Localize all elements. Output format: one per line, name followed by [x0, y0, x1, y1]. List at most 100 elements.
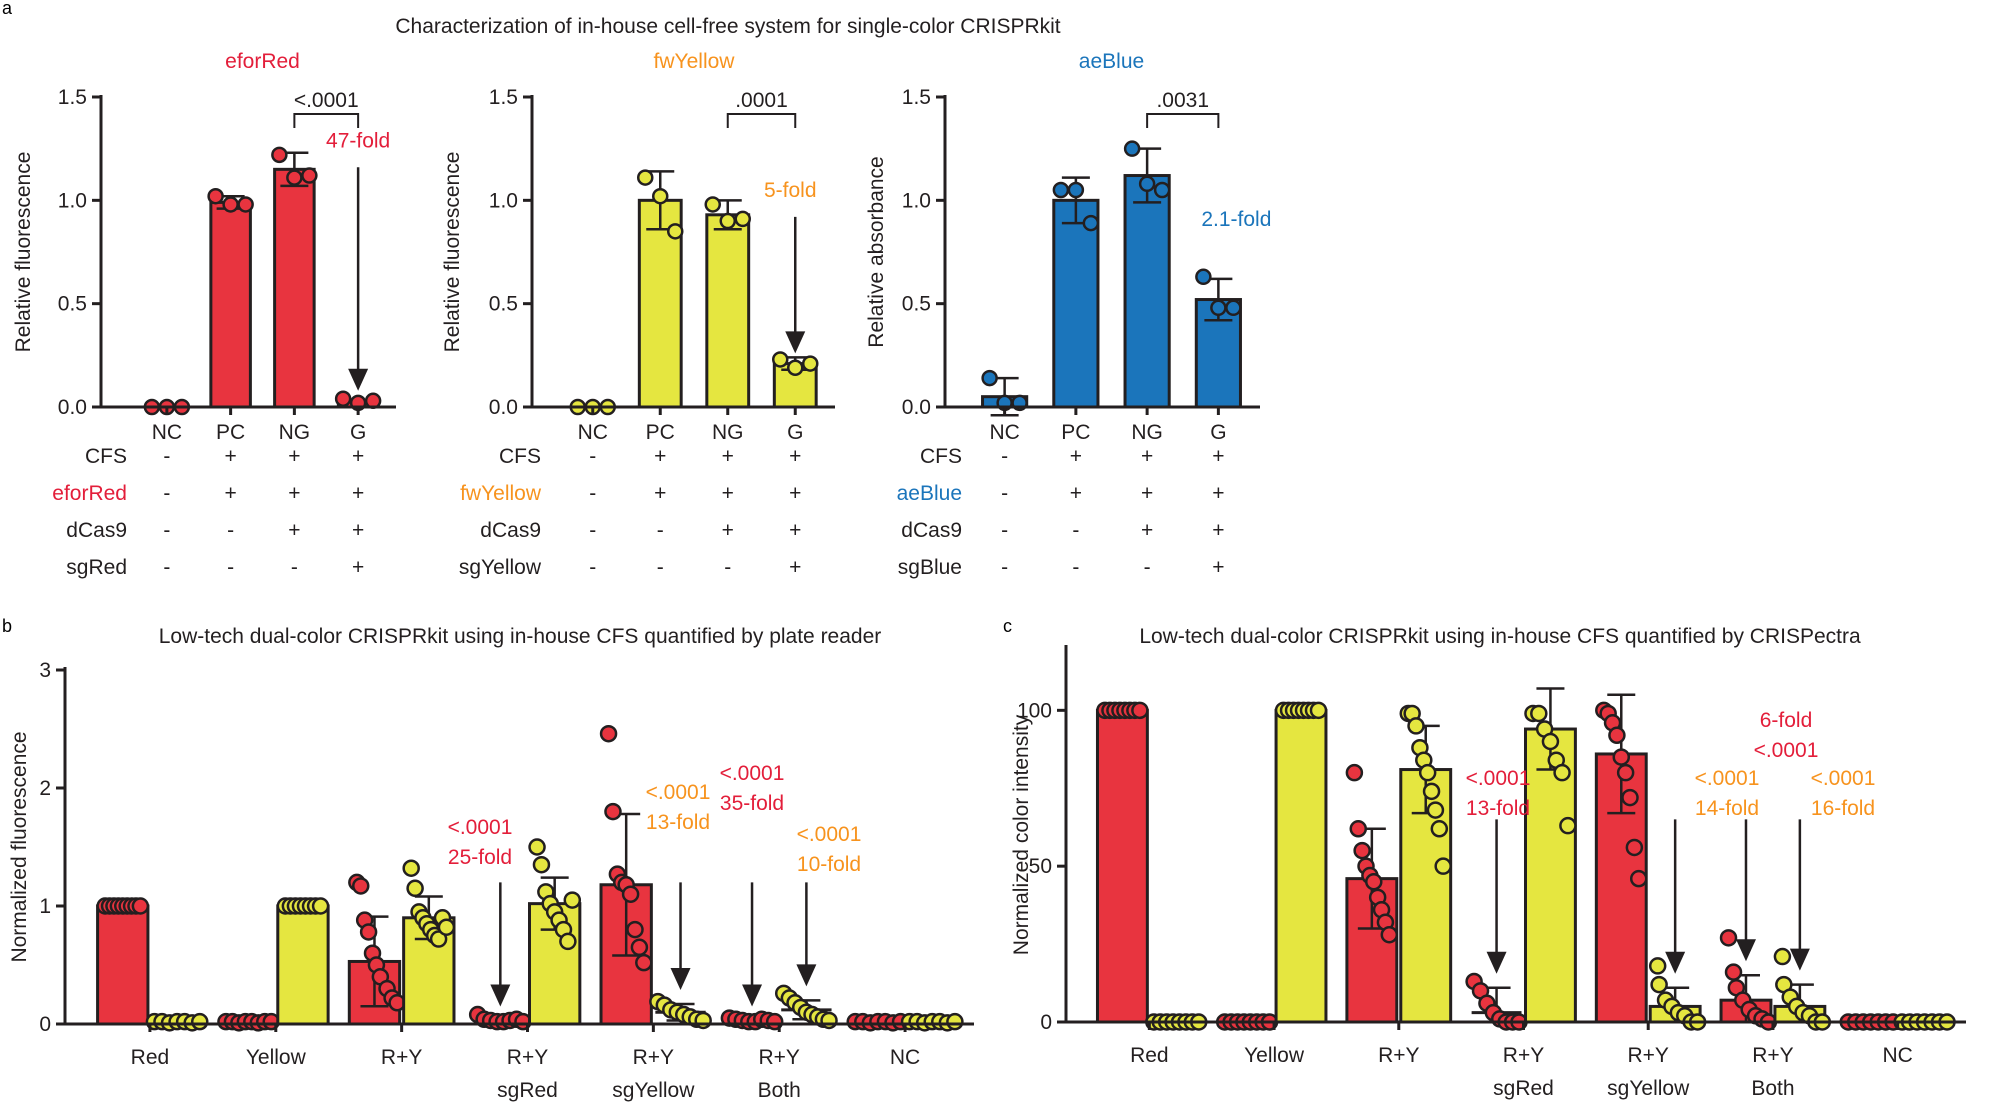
- panel-a1-row-mark: +: [288, 519, 300, 542]
- panel-a1-point: [207, 187, 224, 205]
- panel-c-point: [1608, 726, 1626, 745]
- panel-b-point: [311, 897, 330, 915]
- panel-a1-row-mark: -: [163, 445, 170, 468]
- panel-b-point: [359, 923, 378, 941]
- panel-a1-row-mark: -: [227, 519, 234, 542]
- panel-a3-point: [1067, 181, 1085, 199]
- panel-a3-row-mark: -: [1001, 519, 1008, 542]
- panel-b-point: [626, 920, 644, 939]
- panel-c-xtick-label: sgRed: [1493, 1077, 1554, 1100]
- panel-a1-fold-label: 47-fold: [326, 129, 390, 152]
- panel-c-arrow-0: [1486, 819, 1507, 974]
- panel-a2-point: [772, 351, 789, 368]
- panel-c-point: [1629, 869, 1648, 888]
- panel-b-point: [599, 724, 618, 743]
- panel-a3-point: [1210, 299, 1227, 317]
- panel-a1-point: [301, 167, 318, 184]
- panel-b-point: [429, 930, 448, 948]
- panel-a1-row-label-1: eforRed: [52, 482, 127, 505]
- panel-c-point: [1418, 763, 1437, 782]
- panel-a2-significance-bracket: .0001: [726, 89, 797, 128]
- panel-c-point: [1309, 701, 1328, 720]
- panel-a1-point: [271, 146, 288, 164]
- panel-a2-bracket-line: [726, 113, 797, 128]
- panel-a3-row-mark: +: [1141, 519, 1153, 542]
- panel-c-point: [1131, 701, 1149, 720]
- panel-c-point: [1434, 857, 1452, 875]
- panel-a1-row-mark: +: [352, 445, 364, 468]
- panel-a2-ylabel: Relative fluorescence: [441, 152, 464, 353]
- panel-a2-row-mark: +: [789, 482, 801, 505]
- panel-a2-row-mark: +: [654, 445, 666, 468]
- panel-b-annotation-2: <.0001: [720, 762, 785, 785]
- panel-a3-row-label-2: dCas9: [901, 519, 962, 542]
- panel-a2-point: [734, 210, 751, 228]
- panel-a2-row-mark: +: [722, 482, 734, 505]
- panel-c-annotation-1: 14-fold: [1695, 797, 1759, 820]
- panel-a1-xtick-label-PC: PC: [216, 421, 245, 444]
- panel-a3-point: [1123, 140, 1141, 157]
- panel-c-ylabel: Normalized color intensity: [1010, 714, 1033, 955]
- panel-a3-row-mark: -: [1072, 519, 1079, 542]
- panel-a3-xtick-label-G: G: [1210, 421, 1226, 444]
- panel-c-annotation-3: <.0001: [1811, 767, 1876, 790]
- panel-a2-row-mark: -: [724, 556, 731, 579]
- panel-b-annotation-1: <.0001: [646, 781, 711, 804]
- panel-c-point: [1349, 820, 1368, 838]
- panel-b-arrow-2: [742, 882, 763, 1007]
- panel-a2-arrow-head: [785, 331, 806, 354]
- panel-a2-point: [719, 212, 736, 230]
- panel-c-arrow-1: [1665, 819, 1686, 974]
- panel-c-xtick-label: R+Y: [1627, 1044, 1668, 1067]
- panel-c-bar-yellow-1: [1274, 708, 1328, 1024]
- panel-a1-row-label-3: sgRed: [66, 556, 127, 579]
- panel-a3-bar-NG: [1123, 174, 1171, 409]
- panel-b-point: [604, 802, 622, 821]
- panel-b-xtick-label: NC: [890, 1046, 920, 1069]
- panel-a2-ytick-label: 1.0: [489, 189, 518, 212]
- panel-a2-row-mark: -: [589, 445, 596, 468]
- panel-b-xtick-label: sgRed: [497, 1079, 558, 1102]
- panel-c-xtick-label: NC: [1882, 1044, 1912, 1067]
- panel-b-arrow-0-head: [490, 984, 511, 1007]
- panel-c-point: [1625, 838, 1644, 857]
- panel-b-arrow-3-head: [796, 964, 817, 987]
- panel-a3-ylabel: Relative absorbance: [865, 156, 888, 347]
- panel-a1-xtick-label-NG: NG: [279, 421, 311, 444]
- panel-c-point: [1430, 820, 1449, 838]
- panel-c-xtick-label: Red: [1130, 1044, 1169, 1067]
- panel-c-point: [1553, 763, 1571, 782]
- panel-b-point: [946, 1012, 964, 1031]
- panel-b-ytick-label: 1: [39, 895, 51, 918]
- panel-a1-xtick-label-NC: NC: [152, 421, 182, 444]
- panel-a1-row-mark: +: [288, 445, 300, 468]
- panel-b-arrow-3: [796, 882, 817, 987]
- panel-a3-point: [1153, 181, 1171, 199]
- panel-a2-pvalue: .0001: [735, 89, 788, 112]
- panel-b-annotation-2: 35-fold: [720, 792, 784, 815]
- panel-a2-row-mark: +: [654, 482, 666, 505]
- panel-b-annotation-0: <.0001: [448, 816, 513, 839]
- panel-a3-significance-bracket: .0031: [1146, 89, 1220, 128]
- panel-a1-bar-NG: [273, 167, 316, 409]
- panel-c-annotation-0: <.0001: [1466, 767, 1531, 790]
- panel-a1-point: [222, 196, 239, 213]
- panel-a2-row-mark: -: [589, 519, 596, 542]
- panel-a2-fold-label: 5-fold: [764, 179, 817, 202]
- panel-a2-point: [652, 187, 669, 205]
- panel-c-annotation-0: 13-fold: [1466, 797, 1530, 820]
- panel-a3-row-label-0: CFS: [920, 445, 962, 468]
- panel-b-arrow-1-head: [670, 967, 691, 990]
- panel-b-point: [528, 838, 546, 856]
- panel-a3-row-mark: +: [1141, 445, 1153, 468]
- panel-a2-ytick-label: 1.5: [489, 86, 518, 109]
- panel-b-xtick-label: Red: [131, 1046, 170, 1069]
- panel-b-point: [131, 897, 150, 915]
- panel-c-arrow-0-head: [1486, 951, 1507, 974]
- panel-a3-row-mark: -: [1001, 445, 1008, 468]
- panel-b-point: [559, 932, 577, 951]
- panel-b-point: [402, 859, 420, 877]
- panel-a1-xtick-label-G: G: [350, 421, 366, 444]
- panel-a1-row-mark: +: [352, 519, 364, 542]
- panel-a2-row-mark: +: [722, 519, 734, 542]
